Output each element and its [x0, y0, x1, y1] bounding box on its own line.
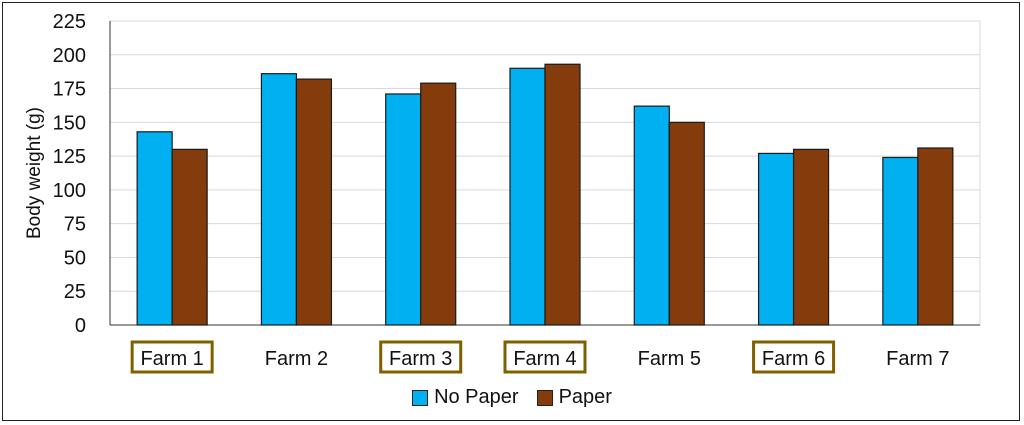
y-tick-label: 50 [64, 247, 86, 269]
x-tick-label: Farm 1 [140, 348, 203, 370]
legend-label: Paper [558, 386, 612, 408]
bar-paper [792, 148, 830, 326]
legend-swatch-no-paper [412, 389, 429, 406]
legend-item-no-paper: No Paper [412, 386, 519, 409]
y-tick-label: 175 [53, 79, 86, 101]
x-tick-label: Farm 3 [389, 348, 452, 370]
y-tick-label: 25 [64, 281, 86, 303]
category-highlight-box [752, 340, 836, 374]
legend-label: No Paper [434, 386, 519, 408]
bar-no-paper [385, 93, 422, 326]
y-tick-label: 125 [53, 146, 86, 168]
legend-swatch-paper [536, 389, 553, 406]
bar-paper [668, 121, 705, 326]
bar-paper [917, 147, 954, 326]
bar-no-paper [633, 105, 670, 326]
y-axis-title: Body weight (g) [24, 107, 45, 239]
x-tick-label: Farm 2 [265, 348, 328, 370]
bar-no-paper [136, 131, 173, 326]
x-tick-label: Farm 4 [513, 348, 576, 370]
bar-paper [420, 82, 457, 326]
legend-item-paper: Paper [536, 386, 612, 409]
y-tick-label: 0 [75, 315, 86, 337]
x-tick-label: Farm 6 [762, 348, 825, 370]
bar-no-paper [757, 152, 795, 326]
legend: No Paper Paper [0, 386, 1024, 409]
y-tick-label: 200 [53, 45, 86, 67]
bar-paper [295, 78, 333, 326]
category-highlight-box [379, 340, 463, 374]
bar-paper [544, 63, 581, 326]
y-tick-label: 225 [53, 11, 86, 33]
x-tick-label: Farm 7 [886, 348, 949, 370]
x-tick-label: Farm 5 [638, 348, 701, 370]
bar-no-paper [509, 67, 546, 326]
y-tick-label: 75 [64, 214, 86, 236]
bar-paper [171, 148, 208, 326]
category-highlight-box [130, 340, 214, 374]
bar-no-paper [882, 156, 919, 326]
y-tick-label: 150 [53, 112, 86, 134]
bar-no-paper [260, 73, 298, 326]
y-tick-label: 100 [53, 180, 86, 202]
category-highlight-box [503, 340, 587, 374]
